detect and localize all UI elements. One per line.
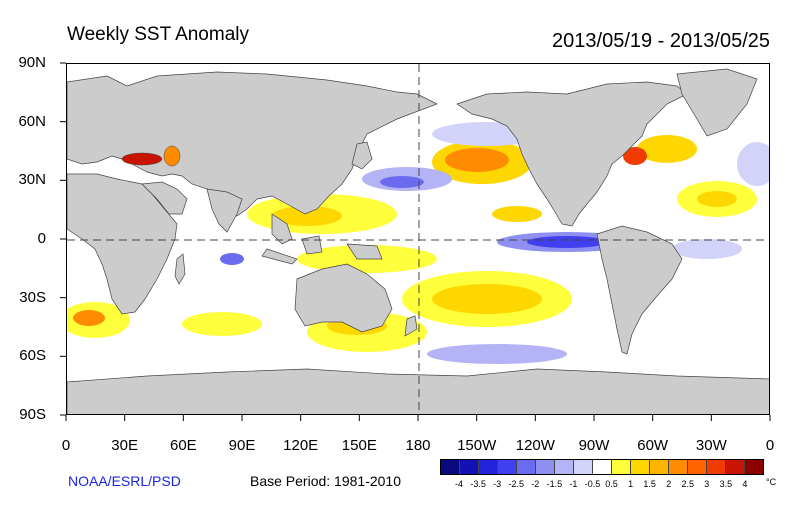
colorbar-label: -3 (493, 479, 502, 489)
anomaly-warm-wpacific-core (272, 206, 342, 226)
colorbar-label: -0.5 (584, 479, 601, 489)
colorbar-bin (460, 460, 479, 474)
anomaly-cool-eq-pacific-core (527, 236, 607, 248)
land-north-america (456, 81, 688, 227)
anomaly-warm-natlantic-core (697, 191, 737, 207)
anomaly-warm-satlantic-core (73, 310, 105, 326)
colorbar-bin (650, 460, 669, 474)
anomaly-cool-indian (220, 253, 244, 265)
colorbar-label: -1 (569, 479, 578, 489)
sst-anomaly-map (66, 63, 770, 415)
colorbar-bin (517, 460, 536, 474)
colorbar-label: -4 (455, 479, 464, 489)
colorbar-bin (745, 460, 763, 474)
anomaly-cool-eastatlantic (737, 142, 769, 186)
land-greenland (676, 68, 758, 137)
lon-label: 90W (578, 437, 610, 454)
lon-label: 30E (111, 437, 139, 454)
colorbar-label: 2.5 (681, 479, 695, 489)
colorbar-bin (631, 460, 650, 474)
land-japan (351, 141, 373, 170)
map-canvas (67, 64, 769, 414)
lat-label: 90N (18, 54, 46, 71)
colorbar (440, 459, 764, 475)
lat-label: 30N (18, 171, 46, 189)
colorbar-label: 0.5 (605, 479, 618, 489)
lon-label: 120E (283, 437, 319, 454)
colorbar-bin (669, 460, 688, 474)
land-madagascar (174, 253, 186, 285)
lat-label: 30S (19, 288, 46, 306)
colorbar-label: 4 (742, 479, 748, 489)
lat-label: 60S (19, 347, 46, 365)
lon-label: 0 (61, 437, 71, 454)
colorbar-bin (707, 460, 726, 474)
land-sumatra (261, 248, 298, 265)
land-arabia (141, 181, 188, 215)
colorbar-label: 1 (628, 479, 634, 489)
colorbar-bin (555, 460, 574, 474)
anomaly-cool-tropatlantic (672, 239, 742, 259)
colorbar-bin (726, 460, 745, 474)
land-new-guinea (346, 243, 383, 260)
lon-label: 150E (341, 437, 377, 454)
date-range: 2013/05/19 - 2013/05/25 (552, 30, 770, 52)
land-masses (67, 68, 769, 414)
lat-label: 0 (37, 230, 46, 247)
land-antarctica (67, 368, 769, 414)
colorbar-bin (498, 460, 517, 474)
lon-label: 0 (765, 437, 775, 454)
lat-label: 90S (19, 406, 46, 423)
anomaly-warm-gulfstream (637, 135, 697, 163)
colorbar-label: -3.5 (470, 479, 486, 489)
colorbar-bin (536, 460, 555, 474)
land-eurasia (67, 71, 438, 217)
land-new-zealand (404, 315, 418, 337)
anomaly-warm-black-sea (121, 152, 163, 166)
colorbar-label: -2.5 (508, 479, 524, 489)
anomaly-warm-epacific (492, 206, 542, 222)
lon-label: 60E (169, 437, 197, 454)
lat-label: 60N (18, 112, 46, 130)
map-title: Weekly SST Anomaly (67, 24, 249, 45)
land-indochina (271, 213, 293, 245)
colorbar-bin (593, 460, 612, 474)
anomaly-warm-caspian-sea (163, 145, 181, 167)
colorbar-bin (688, 460, 707, 474)
lon-label: 180 (405, 437, 431, 454)
colorbar-label: 1.5 (643, 479, 656, 489)
anomaly-warm-spacific-core (432, 284, 542, 314)
colorbar-label: 3.5 (719, 479, 733, 489)
colorbar-label: -1.5 (546, 479, 563, 489)
anomaly-warm-gulfstream-core (623, 147, 647, 165)
credit-label: NOAA/ESRL/PSD (68, 473, 181, 489)
warm-anomalies (67, 89, 757, 352)
lon-label: 150W (457, 437, 497, 454)
colorbar-bin (612, 460, 631, 474)
base-period-label: Base Period: 1981-2010 (250, 473, 401, 489)
anomaly-warm-npacific-core (445, 148, 509, 172)
colorbar-bin (574, 460, 593, 474)
land-india (206, 188, 243, 233)
anomaly-cool-kuroshio-core (380, 176, 424, 188)
land-australia (294, 263, 393, 333)
lon-label: 90E (228, 437, 256, 454)
unit-label: °C (766, 477, 777, 487)
lon-label: 30W (695, 437, 727, 454)
colorbar-bin (441, 460, 460, 474)
colorbar-label: 3 (704, 479, 710, 489)
anomaly-cool-southern (427, 344, 567, 364)
colorbar-label: 2 (666, 479, 672, 489)
colorbar-bin (479, 460, 498, 474)
lon-label: 120W (515, 437, 555, 454)
anomaly-warm-sindian (182, 312, 262, 336)
land-south-america (596, 225, 683, 355)
lon-label: 60W (637, 437, 669, 454)
colorbar-label: -2 (531, 479, 540, 489)
